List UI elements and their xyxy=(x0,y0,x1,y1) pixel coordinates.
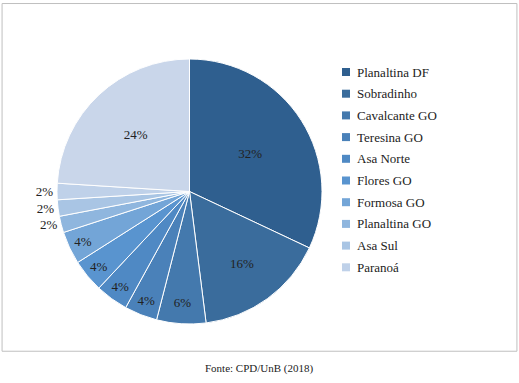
svg-text:Planaltina DF: Planaltina DF xyxy=(357,65,429,80)
svg-text:Asa Norte: Asa Norte xyxy=(357,151,410,166)
svg-text:2%: 2% xyxy=(37,201,55,216)
svg-text:Paranoá: Paranoá xyxy=(357,260,399,275)
svg-text:4%: 4% xyxy=(137,293,155,308)
svg-text:Cavalcante GO: Cavalcante GO xyxy=(357,108,437,123)
svg-text:4%: 4% xyxy=(90,259,108,274)
svg-text:Teresina GO: Teresina GO xyxy=(357,130,423,145)
svg-text:4%: 4% xyxy=(74,234,92,249)
svg-text:16%: 16% xyxy=(230,256,254,271)
svg-text:4%: 4% xyxy=(112,279,129,294)
svg-text:Sobradinho: Sobradinho xyxy=(357,86,417,101)
svg-text:32%: 32% xyxy=(238,146,262,161)
svg-text:Flores GO: Flores GO xyxy=(357,173,412,188)
svg-text:Asa Sul: Asa Sul xyxy=(357,238,398,253)
svg-text:Formosa GO: Formosa GO xyxy=(357,195,425,210)
svg-text:Fonte: CPD/UnB (2018): Fonte: CPD/UnB (2018) xyxy=(205,362,314,375)
svg-text:Planaltina GO: Planaltina GO xyxy=(357,216,431,231)
svg-text:24%: 24% xyxy=(124,127,148,142)
svg-text:2%: 2% xyxy=(36,184,54,199)
svg-text:6%: 6% xyxy=(174,295,192,310)
svg-text:2%: 2% xyxy=(40,217,58,232)
